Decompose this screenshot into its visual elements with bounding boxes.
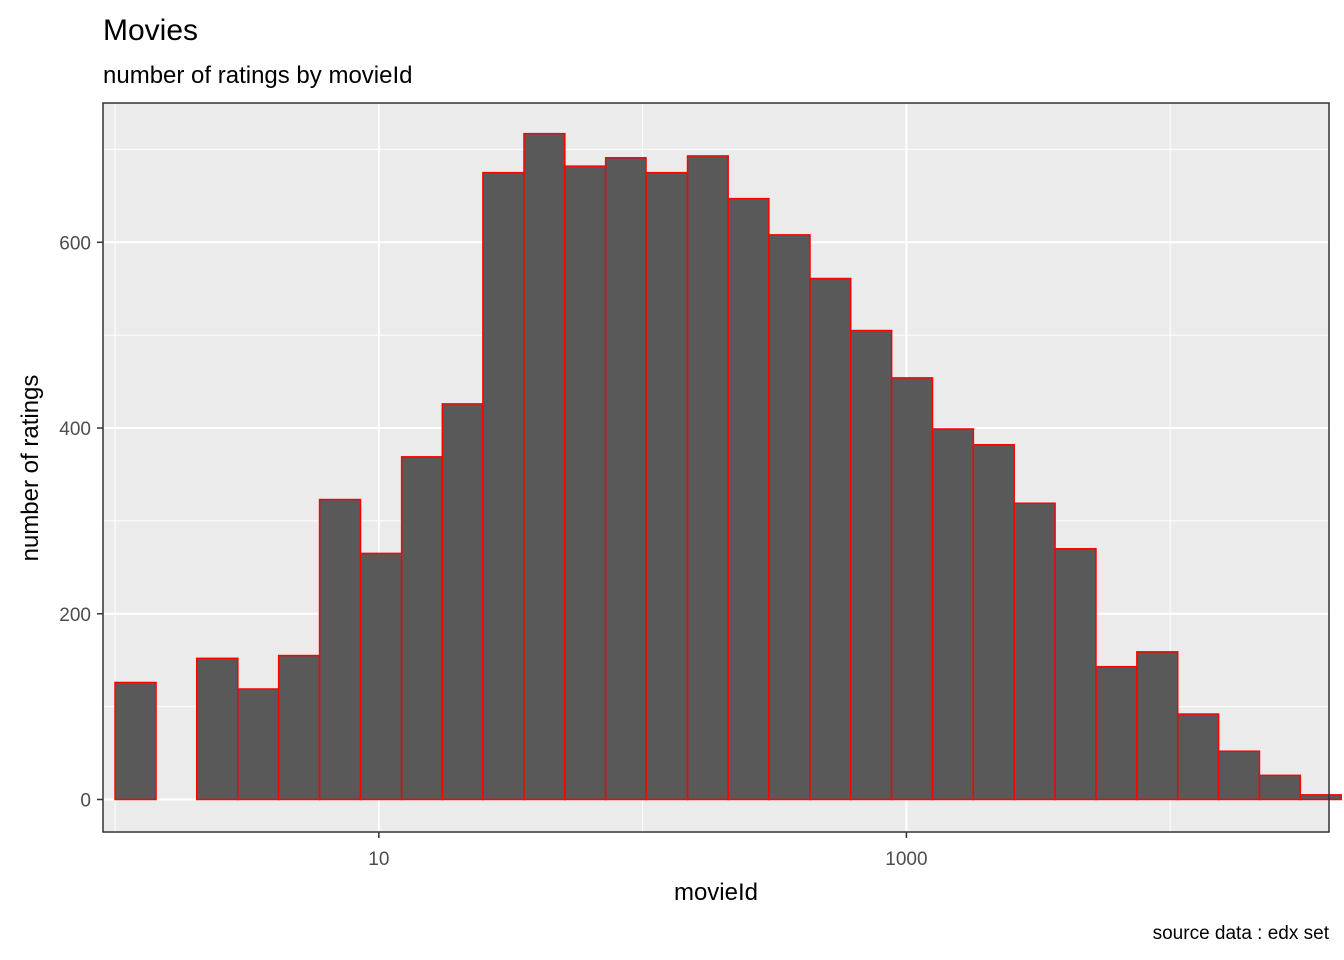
y-axis-title: number of ratings <box>17 375 44 562</box>
histogram-bar <box>482 171 525 801</box>
histogram-bar <box>727 197 770 801</box>
histogram-bar <box>849 329 893 801</box>
x-axis: 10 1000 <box>368 832 928 870</box>
x-tick-label: 1000 <box>885 849 927 870</box>
y-tick-label: 600 <box>59 233 91 254</box>
chart-caption: source data : edx set <box>1153 923 1330 944</box>
histogram-bar <box>809 277 852 801</box>
histogram-bar <box>277 654 321 801</box>
histogram-bar <box>1299 794 1342 801</box>
histogram-bar <box>1054 548 1097 801</box>
histogram-bar <box>1136 651 1179 801</box>
histogram-bar <box>686 155 729 801</box>
x-tick-label: 10 <box>368 849 389 870</box>
histogram-bar <box>523 132 566 801</box>
histogram-bar <box>400 456 444 801</box>
histogram-bar <box>890 377 934 801</box>
histogram-bar <box>645 171 689 801</box>
histogram-bar <box>972 443 1015 801</box>
histogram-bar <box>1258 774 1302 801</box>
histogram-bar <box>604 157 647 801</box>
histogram-bars <box>114 132 1342 801</box>
histogram-bar <box>114 681 157 801</box>
y-axis: 0 200 400 600 <box>59 233 103 811</box>
histogram-bar <box>318 498 362 801</box>
x-axis-title: movieId <box>674 879 758 906</box>
chart-subtitle: number of ratings by movieId <box>103 62 412 89</box>
histogram-bar <box>359 552 403 801</box>
histogram-bar <box>931 428 975 801</box>
y-tick-label: 200 <box>59 605 91 626</box>
histogram-bar <box>441 403 484 801</box>
histogram-bar <box>195 657 239 801</box>
histogram-bar <box>564 165 607 801</box>
histogram-bar <box>1217 750 1261 801</box>
y-tick-label: 400 <box>59 419 91 440</box>
panel-border <box>102 102 1330 833</box>
histogram-bar <box>768 234 811 801</box>
histogram-bar <box>1176 713 1220 801</box>
histogram-bar <box>1095 665 1138 801</box>
histogram-bar <box>237 688 280 801</box>
chart-title: Movies <box>103 14 198 47</box>
y-tick-label: 0 <box>80 790 91 811</box>
histogram-bar <box>1013 502 1056 801</box>
